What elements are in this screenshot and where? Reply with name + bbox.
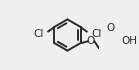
Text: Cl: Cl [33,29,43,39]
Text: OH: OH [121,36,137,46]
Text: O: O [106,23,114,33]
Text: O: O [87,36,95,46]
Text: Cl: Cl [92,29,102,39]
